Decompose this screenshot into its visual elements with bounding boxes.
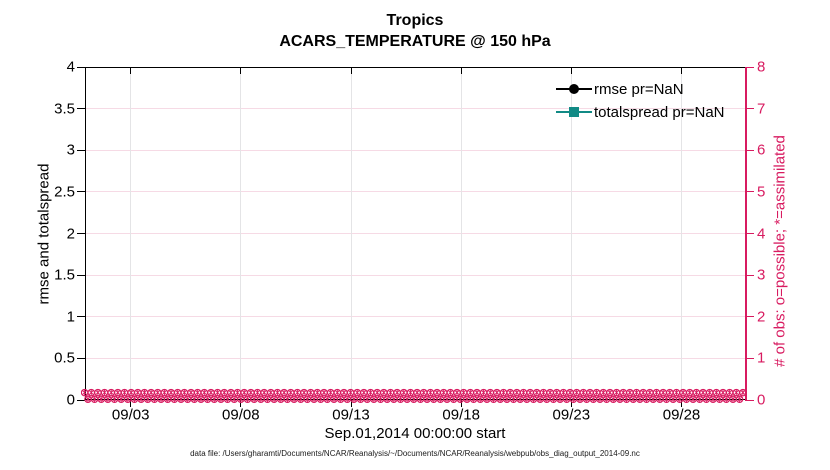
h-gridline: [86, 150, 745, 151]
left-tick: [77, 149, 85, 151]
x-tick-label: 09/18: [442, 406, 480, 424]
bottom-tick: [240, 400, 242, 407]
left-tick-label: 4: [66, 58, 75, 76]
left-tick-label: 3.5: [54, 100, 75, 118]
right-tick: [746, 66, 754, 68]
left-tick: [77, 399, 85, 401]
left-tick: [77, 274, 85, 276]
h-gridline: [86, 275, 745, 276]
legend-label-rmse: rmse pr=NaN: [594, 80, 684, 98]
totalspread-line-sample: [556, 107, 592, 117]
right-tick-label: 8: [757, 58, 766, 76]
left-tick: [77, 233, 85, 234]
bottom-tick: [681, 400, 682, 407]
left-tick-label: 0: [66, 391, 75, 409]
right-tick-label: 4: [757, 225, 766, 242]
left-tick-label: 2.5: [54, 183, 75, 201]
right-tick: [746, 191, 754, 193]
right-tick-label: 1: [757, 349, 766, 367]
plot-title: Tropics: [386, 12, 444, 29]
x-tick-label: 09/23: [552, 406, 591, 424]
left-tick-label: 2: [66, 225, 75, 242]
datafile-caption: data file: /Users/gharamti/Documents/NCA…: [190, 449, 640, 458]
bottom-tick: [460, 400, 462, 407]
bottom-tick: [350, 400, 352, 407]
h-gridline: [86, 316, 745, 317]
v-gridline: [351, 68, 352, 399]
bottom-tick: [570, 400, 572, 407]
right-tick: [746, 316, 754, 318]
v-gridline: [240, 68, 241, 399]
x-tick-label: 09/08: [222, 406, 260, 424]
right-tick-label: 3: [757, 266, 766, 284]
right-tick: [746, 399, 754, 401]
right-tick: [746, 357, 754, 359]
x-tick-label: 09/03: [111, 406, 150, 424]
h-gridline: [86, 358, 745, 359]
left-tick-label: 3: [66, 141, 75, 159]
right-tick: [746, 274, 754, 276]
legend-item-rmse: rmse pr=NaN: [556, 79, 725, 99]
plot-area: [85, 67, 746, 400]
plot-subtitle: ACARS_TEMPERATURE @ 150 hPa: [279, 33, 551, 50]
v-gridline: [461, 68, 462, 399]
left-axis-title: rmse and totalspread: [35, 163, 53, 305]
h-gridline: [86, 191, 745, 192]
left-tick: [77, 66, 85, 68]
right-tick: [746, 233, 754, 234]
legend: rmse pr=NaN totalspread pr=NaN: [556, 79, 725, 122]
x-tick-label: 09/13: [332, 406, 370, 424]
right-tick: [746, 108, 754, 110]
top-tick: [350, 68, 352, 74]
right-tick: [746, 149, 754, 151]
legend-item-totalspread: totalspread pr=NaN: [556, 102, 725, 122]
top-tick: [130, 68, 132, 74]
left-tick: [77, 191, 85, 193]
v-gridline: [571, 68, 572, 399]
left-tick: [77, 108, 85, 110]
left-tick-label: 1: [66, 308, 75, 326]
right-tick-label: 2: [757, 308, 766, 326]
v-gridline: [681, 68, 682, 399]
x-axis-title: Sep.01,2014 00:00:00 start: [324, 425, 506, 442]
totalspread-square-marker-icon: [569, 107, 579, 117]
h-gridline: [86, 108, 745, 109]
rmse-circle-marker-icon: [569, 84, 579, 94]
right-tick-label: 7: [757, 100, 766, 118]
x-tick-label: 09/28: [662, 406, 701, 424]
right-axis-title: # of obs: o=possible; *=assimilated: [771, 135, 789, 367]
obs-markers-band: [81, 388, 747, 403]
h-gridline: [86, 233, 745, 234]
left-tick-label: 1.5: [54, 266, 75, 284]
legend-label-totalspread: totalspread pr=NaN: [594, 103, 725, 121]
right-tick-label: 0: [757, 391, 766, 409]
right-axis-line: [745, 67, 747, 401]
top-tick: [460, 68, 462, 74]
right-tick-label: 6: [757, 141, 766, 159]
left-tick: [77, 316, 85, 318]
left-tick-label: 0.5: [54, 349, 75, 367]
bottom-tick: [130, 400, 132, 407]
top-tick: [681, 68, 682, 74]
right-tick-label: 5: [757, 183, 766, 201]
top-tick: [240, 68, 242, 74]
left-tick: [77, 357, 85, 359]
rmse-line-sample: [556, 84, 592, 94]
top-tick: [570, 68, 572, 74]
v-gridline: [130, 68, 131, 399]
